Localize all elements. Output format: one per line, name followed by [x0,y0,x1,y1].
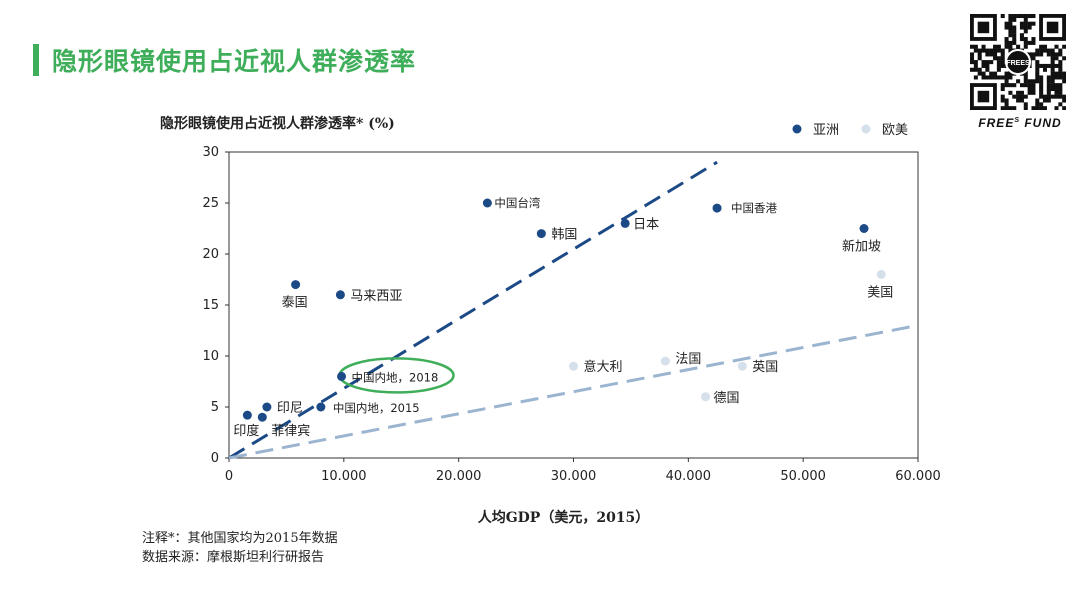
x-tick-label: 0 [225,469,233,484]
data-label: 德国 [714,391,740,406]
data-label: 中国内地，2018 [352,370,439,384]
x-tick-label: 30.000 [551,469,597,484]
y-tick-label: 10 [202,349,219,364]
data-point [262,402,272,412]
data-point [242,410,252,420]
data-point [482,198,492,208]
data-point [316,402,326,412]
title-accent-bar [33,44,39,76]
data-label: 马来西亚 [350,289,402,304]
data-label: 法国 [675,352,701,367]
data-point [876,269,886,279]
trend-line [228,160,718,460]
x-tick-label: 10.000 [321,469,367,484]
data-point [620,218,630,228]
x-tick-label: 20.000 [436,469,482,484]
y-tick-label: 30 [202,145,219,160]
data-label: 韩国 [551,228,577,243]
trend-line [228,323,919,460]
data-point [536,229,546,239]
legend-label: 亚洲 [813,123,839,138]
page-title: 隐形眼镜使用占近视人群渗透率 [52,47,417,76]
legend-label: 欧美 [882,123,908,138]
data-point [337,371,347,381]
data-point [712,203,722,213]
data-label: 日本 [633,217,659,232]
data-label: 意大利 [584,359,623,375]
data-point [701,392,711,402]
data-label: 泰国 [282,296,308,311]
data-point [660,356,670,366]
data-point [859,224,869,233]
data-point [737,361,747,371]
y-tick-label: 5 [211,400,219,415]
chart-title: 隐形眼镜使用占近视人群渗透率* (%) [160,115,395,132]
x-axis-label: 人均GDP（美元，2015） [478,509,650,526]
legend-marker [792,124,802,134]
data-label: 菲律宾 [271,423,310,439]
y-tick-label: 20 [202,247,219,262]
data-label: 中国香港 [731,201,777,215]
data-point [291,280,301,290]
x-tick-label: 40.000 [666,469,712,484]
y-tick-label: 25 [202,196,219,211]
brand-logo: FREES FUND [978,116,1062,130]
data-label: 美国 [867,285,893,300]
x-tick-label: 50.000 [780,469,826,484]
footnotes: 注释*：其他国家均为2015年数据 数据来源：摩根斯坦利行研报告 [142,529,338,567]
data-label: 印度 [233,423,259,439]
y-tick-label: 15 [202,298,219,313]
legend-marker [861,124,871,134]
qr-code-icon: FREES [970,14,1066,110]
footnote-source: 数据来源：摩根斯坦利行研报告 [142,550,325,565]
data-point [569,361,578,371]
data-label: 英国 [752,360,778,375]
data-label: 新加坡 [842,239,881,255]
data-label: 印尼 [277,401,303,416]
data-label: 中国内地，2015 [333,401,420,415]
data-label: 中国台湾 [494,196,540,210]
footnote-note: 注释*：其他国家均为2015年数据 [142,531,338,546]
y-tick-label: 0 [211,451,219,466]
data-point [257,412,267,422]
x-tick-label: 60.000 [895,469,941,484]
svg-text:FREES: FREES [1006,60,1030,67]
data-point [335,290,345,300]
